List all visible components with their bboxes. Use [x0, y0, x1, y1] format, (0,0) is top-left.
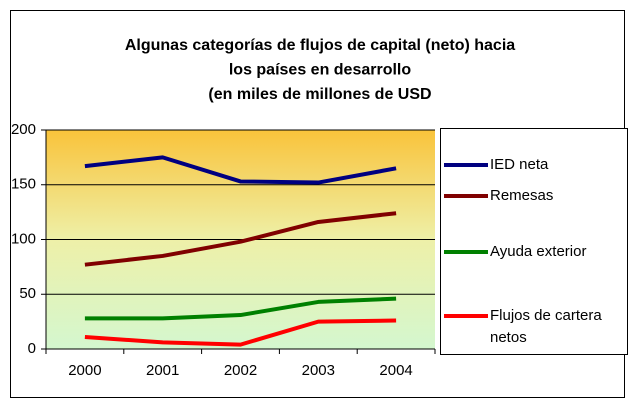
x-tick-label: 2000 — [68, 362, 101, 379]
chart-title: Algunas categorías de flujos de capital … — [125, 37, 515, 54]
legend-label: Ayuda exterior — [490, 243, 587, 260]
x-tick-label: 2004 — [379, 362, 412, 379]
series-line — [84, 155, 397, 185]
x-tick-label: 2001 — [146, 362, 179, 379]
series-line — [84, 211, 397, 267]
y-tick-label: 50 — [19, 285, 36, 302]
y-tick-label: 200 — [11, 121, 36, 138]
series-line — [84, 318, 397, 347]
y-tick-label: 150 — [11, 176, 36, 193]
series-line — [84, 296, 397, 321]
y-tick-label: 0 — [28, 340, 36, 357]
legend-label: IED neta — [490, 156, 549, 173]
chart-title: (en miles de millones de USD — [208, 86, 431, 103]
x-tick-label: 2003 — [302, 362, 335, 379]
chart-title: los países en desarrollo — [229, 62, 412, 79]
y-tick-label: 100 — [11, 230, 36, 247]
legend-label: Flujos de cartera netos — [490, 307, 602, 346]
legend-label: Remesas — [490, 187, 554, 204]
x-tick-label: 2002 — [224, 362, 257, 379]
